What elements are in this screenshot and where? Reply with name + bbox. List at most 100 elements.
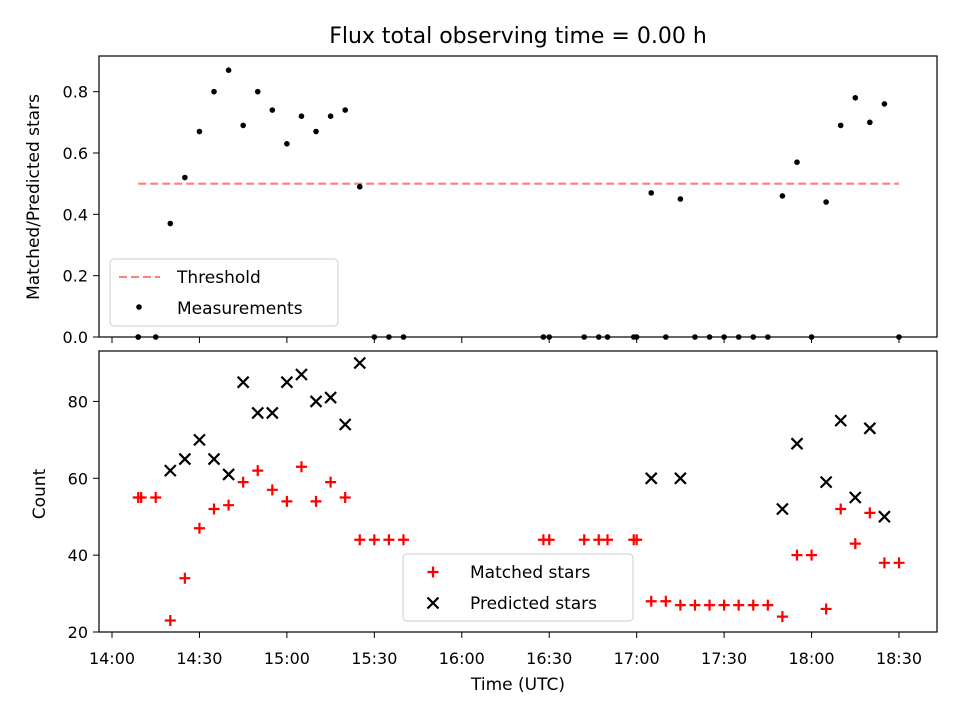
matched-point (893, 557, 905, 569)
measurement-point (867, 119, 873, 126)
measurement-point (313, 128, 319, 135)
matched-point (704, 599, 716, 611)
predicted-point (207, 452, 221, 466)
measurement-point (735, 334, 742, 340)
matched-point (252, 465, 264, 477)
measurement-point (211, 88, 217, 95)
top-panel: Flux total observing time = 0.00 h 0.00.… (24, 24, 938, 347)
matched-point (660, 595, 672, 607)
matched-point (339, 492, 351, 503)
matched-point (354, 534, 366, 546)
bottom-x-tick-label: 15:00 (264, 649, 310, 668)
predicted-point (353, 356, 367, 370)
matched-point (733, 599, 745, 611)
top-y-axis-label: Matched/Predicted stars (24, 94, 44, 300)
top-legend-box (109, 258, 339, 327)
measurement-point (595, 334, 602, 340)
measurement-point (604, 334, 611, 340)
matched-point (820, 603, 832, 615)
measurement-point (327, 113, 334, 119)
measurement-point (284, 141, 290, 147)
measurement-point (706, 334, 713, 340)
predicted-point (776, 502, 789, 516)
matched-point (602, 534, 614, 546)
measurement-point (852, 95, 859, 101)
bottom-y-tick-label: 60 (68, 469, 88, 488)
matched-point (397, 534, 409, 546)
matched-point (135, 492, 147, 503)
matched-point (718, 599, 730, 611)
bottom-y-tick-label: 80 (68, 392, 88, 411)
predicted-point (280, 375, 294, 389)
predicted-point (338, 418, 352, 431)
measurement-point (546, 334, 553, 340)
legend-threshold-label: Threshold (176, 268, 261, 288)
measurement-point (269, 107, 276, 113)
matched-point (193, 522, 205, 534)
legend-matched-swatch (427, 566, 439, 578)
bottom-x-axis-label: Time (UTC) (470, 675, 565, 695)
predicted-point (236, 375, 250, 389)
measurement-point (182, 174, 188, 181)
matched-point (762, 599, 774, 611)
predicted-point (878, 510, 891, 523)
bottom-y-tick-label: 20 (68, 623, 88, 642)
matched-point (878, 557, 890, 569)
bottom-x-tick-label: 18:00 (789, 649, 835, 668)
matched-point (578, 534, 590, 546)
matched-point (645, 595, 657, 607)
top-y-tick-label: 0.6 (63, 144, 88, 163)
measurement-point (356, 183, 363, 190)
measurement-point (779, 193, 786, 199)
predicted-point (266, 406, 279, 420)
predicted-point (674, 472, 687, 485)
measurement-point (663, 334, 669, 340)
predicted-point (644, 472, 658, 485)
measurement-point (823, 199, 829, 205)
measurement-point (240, 122, 246, 129)
top-y-axis: 0.0 0.2 0.4 0.6 0.8 (63, 83, 99, 347)
matched-point (383, 534, 395, 546)
matched-point (368, 534, 380, 546)
bottom-x-tick-label: 16:30 (526, 649, 572, 668)
bottom-x-tick-label: 18:30 (876, 649, 922, 668)
measurement-point (386, 334, 392, 340)
matched-point (295, 461, 307, 473)
measurement-point (167, 220, 174, 227)
measurement-point (794, 159, 800, 165)
matched-point (791, 549, 803, 561)
bottom-y-axis-label: Count (30, 468, 50, 519)
predicted-point (309, 395, 323, 408)
measurement-point (677, 196, 684, 202)
predicted-point (863, 422, 877, 435)
predicted-point (295, 368, 308, 381)
measurement-point (342, 107, 348, 113)
matched-point (674, 599, 686, 611)
matched-point (179, 572, 191, 584)
top-panel-title: Flux total observing time = 0.00 h (329, 24, 707, 49)
bottom-x-tick-label: 17:00 (614, 649, 660, 668)
matched-point (747, 599, 759, 611)
matched-point (849, 538, 861, 550)
legend-predicted-swatch (426, 596, 440, 610)
measurement-point (225, 67, 232, 73)
bottom-legend-box (402, 553, 634, 622)
predicted-point (251, 406, 265, 420)
top-legend: Threshold Measurements (109, 258, 339, 327)
legend-matched-label: Matched stars (470, 563, 590, 583)
matched-point (164, 614, 176, 626)
measurement-point (881, 101, 888, 107)
matched-point (266, 484, 278, 496)
measurement-point (750, 334, 757, 340)
predicted-point (790, 437, 804, 450)
predicted-point (164, 464, 177, 477)
bottom-x-tick-label: 14:00 (89, 649, 135, 668)
matched-point (223, 499, 235, 511)
bottom-plot-marks (132, 356, 905, 626)
matched-point (281, 495, 293, 507)
matched-point (237, 476, 249, 488)
predicted-point (849, 491, 862, 504)
bottom-x-tick-label: 16:00 (439, 649, 485, 668)
measurement-point (808, 334, 815, 340)
